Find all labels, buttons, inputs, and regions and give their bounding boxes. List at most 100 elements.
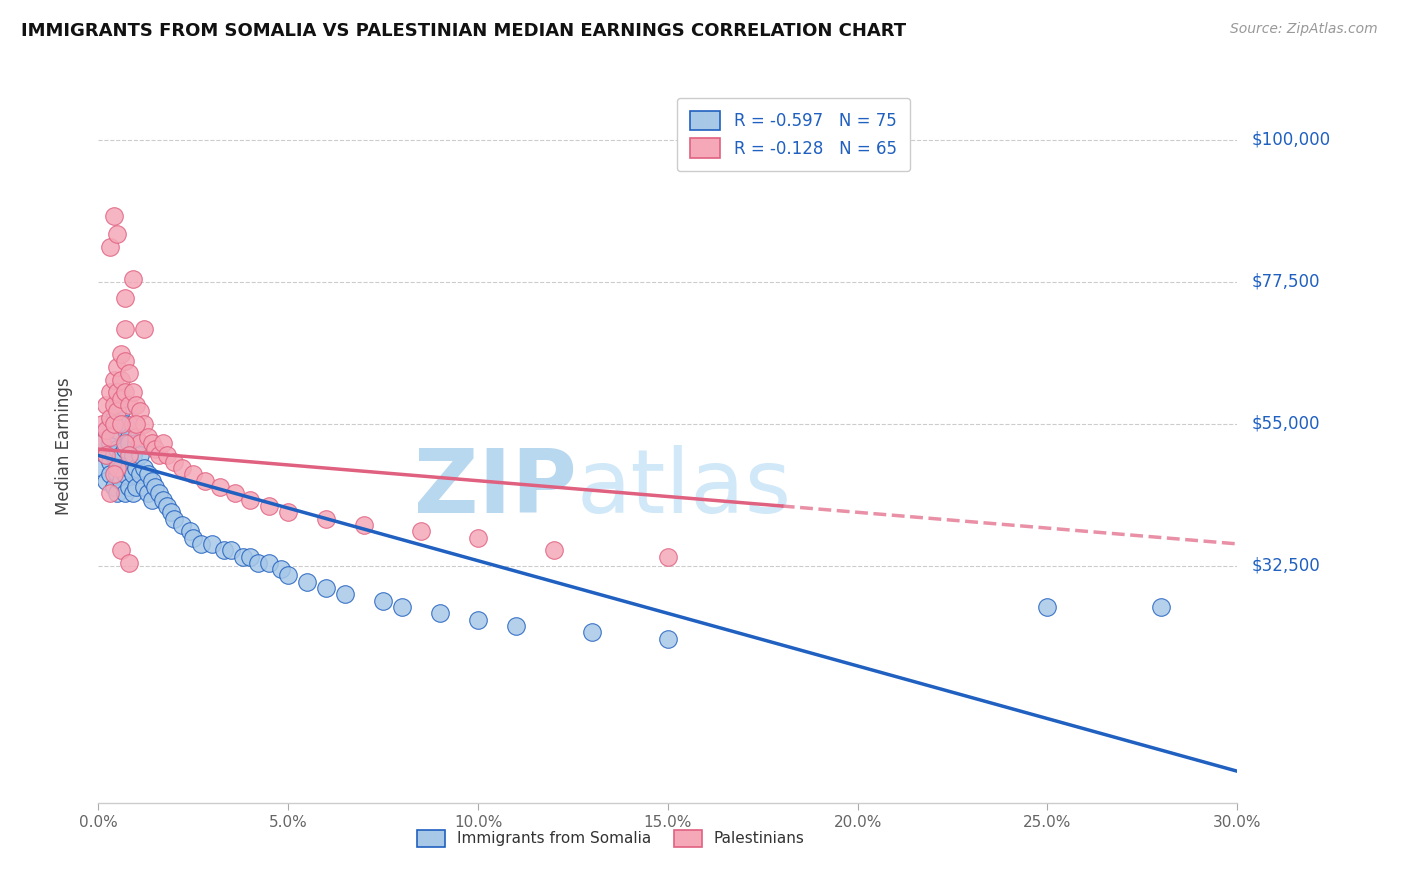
Point (159, 505, 181, 519)
Point (98, 455, 121, 469)
Point (125, 480, 148, 494)
Point (103, 209, 125, 223)
Point (94, 449, 117, 463)
Point (110, 347, 132, 361)
Point (141, 474, 163, 488)
Point (114, 486, 136, 500)
Point (152, 492, 174, 507)
Point (114, 385, 136, 400)
Point (125, 417, 148, 431)
Point (94, 449, 117, 463)
Point (335, 587, 357, 601)
Point (201, 537, 224, 551)
Point (657, 632, 679, 646)
Text: Source: ZipAtlas.com: Source: ZipAtlas.com (1230, 22, 1378, 37)
Point (246, 556, 269, 570)
Point (118, 367, 141, 381)
Point (194, 474, 217, 488)
Point (118, 480, 141, 494)
Point (107, 423, 129, 437)
Point (107, 385, 129, 400)
Point (259, 499, 281, 513)
Point (98, 486, 121, 500)
Point (239, 492, 262, 507)
Point (110, 392, 132, 406)
Point (315, 581, 337, 595)
Point (94, 423, 117, 437)
Point (107, 227, 129, 242)
Point (148, 486, 170, 500)
Point (118, 556, 141, 570)
Point (277, 568, 299, 582)
Point (103, 373, 125, 387)
Point (411, 524, 433, 539)
Point (505, 619, 527, 633)
Point (110, 461, 132, 475)
Point (152, 435, 174, 450)
Point (163, 511, 186, 525)
Point (114, 322, 136, 336)
Text: $32,500: $32,500 (1251, 557, 1320, 575)
Point (110, 474, 132, 488)
Point (141, 492, 163, 507)
Text: atlas: atlas (576, 445, 792, 533)
Point (145, 480, 167, 494)
Point (98, 385, 121, 400)
Point (98, 467, 121, 482)
Point (129, 467, 152, 482)
Point (94, 423, 117, 437)
Point (315, 511, 337, 525)
Point (110, 417, 132, 431)
Point (259, 556, 281, 570)
Point (118, 429, 141, 443)
Point (179, 524, 201, 539)
Point (190, 537, 212, 551)
Point (221, 543, 243, 558)
Point (277, 505, 299, 519)
Point (114, 291, 136, 305)
Point (125, 398, 148, 412)
Point (121, 467, 143, 482)
Point (657, 549, 679, 564)
Point (94, 474, 117, 488)
Point (156, 499, 179, 513)
Point (110, 543, 132, 558)
Text: $77,500: $77,500 (1251, 273, 1320, 291)
Point (91, 417, 114, 431)
Point (94, 398, 117, 412)
Point (132, 322, 155, 336)
Point (136, 429, 159, 443)
Point (170, 461, 193, 475)
Point (1150, 600, 1173, 615)
Point (98, 417, 121, 431)
Point (107, 442, 129, 457)
Point (1036, 600, 1059, 615)
Point (118, 398, 141, 412)
Point (129, 449, 152, 463)
Point (98, 240, 121, 254)
Point (212, 543, 235, 558)
Point (114, 467, 136, 482)
Point (118, 449, 141, 463)
Point (114, 417, 136, 431)
Point (103, 449, 125, 463)
Point (125, 429, 148, 443)
Point (183, 467, 205, 482)
Point (125, 435, 148, 450)
Point (107, 398, 129, 412)
Legend: Immigrants from Somalia, Palestinians: Immigrants from Somalia, Palestinians (405, 817, 817, 859)
Point (110, 373, 132, 387)
Point (371, 593, 394, 607)
Point (110, 404, 132, 418)
Point (103, 467, 125, 482)
Point (107, 486, 129, 500)
Point (114, 435, 136, 450)
Point (353, 517, 375, 532)
Point (91, 461, 114, 475)
Point (145, 442, 167, 457)
Point (156, 449, 179, 463)
Point (110, 449, 132, 463)
Text: IMMIGRANTS FROM SOMALIA VS PALESTINIAN MEDIAN EARNINGS CORRELATION CHART: IMMIGRANTS FROM SOMALIA VS PALESTINIAN M… (21, 22, 907, 40)
Point (107, 360, 129, 375)
Point (141, 435, 163, 450)
